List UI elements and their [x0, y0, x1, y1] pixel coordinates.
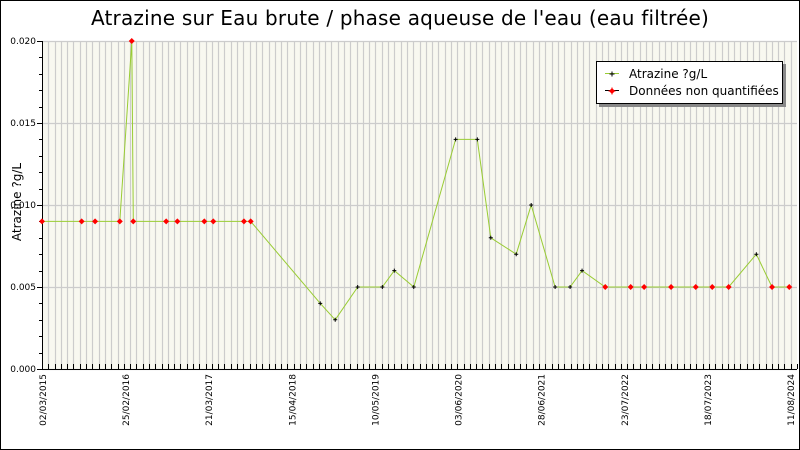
quantified-point-marker — [580, 268, 585, 273]
x-tick-label: 03/06/2020 — [455, 374, 465, 426]
non-quantified-point-marker — [210, 218, 217, 225]
quantified-point-marker — [553, 285, 558, 289]
quantified-point-marker — [318, 301, 323, 306]
non-quantified-point-marker — [769, 284, 776, 290]
red-diamond-marker-icon — [605, 86, 619, 96]
quantified-point-marker — [475, 137, 480, 142]
y-tick-label: 0.005 — [10, 283, 36, 293]
quantified-point-marker — [529, 203, 534, 207]
quantified-point-marker — [568, 285, 573, 289]
non-quantified-point-marker — [130, 218, 137, 225]
non-quantified-point-marker — [725, 284, 732, 290]
x-tick-label: 11/08/2024 — [787, 374, 797, 426]
non-quantified-point-marker — [240, 218, 247, 225]
quantified-point-marker — [453, 137, 458, 142]
quantified-point-marker — [355, 285, 360, 289]
non-quantified-point-marker — [116, 218, 123, 225]
non-quantified-point-marker — [709, 284, 716, 290]
x-tick-label: 10/05/2019 — [371, 374, 381, 426]
quantified-point-marker — [333, 317, 338, 322]
legend-label: Atrazine ?g/L — [629, 67, 708, 81]
non-quantified-point-marker — [92, 218, 99, 225]
x-tick-label: 28/06/2021 — [538, 374, 548, 426]
non-quantified-point-marker — [627, 284, 634, 290]
x-tick-label: 02/03/2015 — [39, 374, 49, 426]
atrazine-series-line — [42, 40, 790, 321]
y-tick-label: 0.000 — [10, 365, 36, 375]
x-tick-label: 21/03/2017 — [205, 374, 215, 426]
non-quantified-point-marker — [174, 218, 181, 225]
y-tick-label: 0.010 — [10, 201, 36, 211]
y-tick-label: 0.015 — [10, 119, 36, 129]
legend-label: Données non quantifiées — [629, 84, 779, 98]
x-tick-label: 15/04/2018 — [288, 374, 298, 426]
non-quantified-point-marker — [128, 38, 135, 44]
x-tick-label: 25/02/2016 — [122, 374, 132, 426]
quantified-point-marker — [380, 285, 385, 289]
quantified-point-marker — [488, 235, 493, 240]
non-quantified-point-marker — [247, 218, 254, 225]
non-quantified-point-marker — [692, 284, 699, 290]
non-quantified-point-marker — [78, 218, 85, 225]
chart-title: Atrazine sur Eau brute / phase aqueuse d… — [90, 6, 710, 30]
non-quantified-point-marker — [163, 218, 170, 225]
non-quantified-point-marker — [786, 284, 793, 290]
black-cross-marker-icon — [605, 69, 619, 79]
non-quantified-point-marker — [641, 284, 648, 290]
quantified-point-marker — [514, 252, 519, 257]
quantified-point-marker — [392, 268, 397, 273]
y-tick-label: 0.020 — [10, 37, 36, 47]
non-quantified-point-marker — [668, 284, 675, 290]
legend-item-quantified: Atrazine ?g/L — [605, 66, 707, 82]
non-quantified-point-marker — [39, 218, 45, 225]
y-axis-label: Atrazine ?g/L — [10, 162, 24, 242]
x-tick-label: 18/07/2023 — [704, 374, 714, 426]
non-quantified-point-marker — [201, 218, 208, 225]
x-tick-label: 23/07/2022 — [621, 374, 631, 426]
non-quantified-point-marker — [602, 284, 609, 290]
legend-item-non-quantified: Données non quantifiées — [605, 83, 779, 99]
legend: Atrazine ?g/L Données non quantifiées — [596, 61, 783, 104]
quantified-point-marker — [754, 252, 759, 257]
quantified-point-marker — [411, 285, 416, 289]
